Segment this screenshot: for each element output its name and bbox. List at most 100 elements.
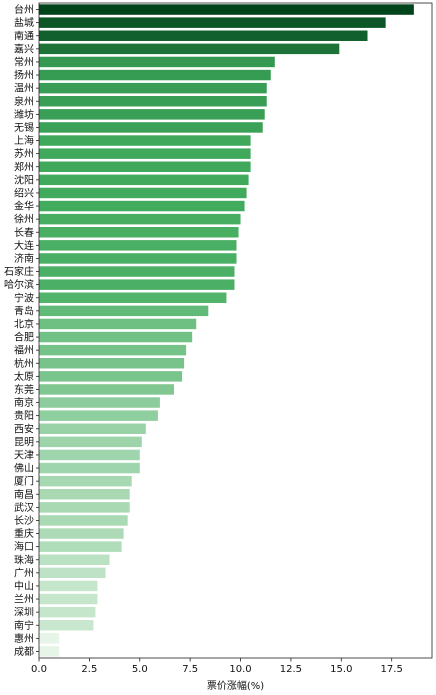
x-ticks: 0.0 2.5 5.0 7.5 10.0 12.5 15.0 17.5 — [31, 658, 403, 675]
y-tick-label: 宁波 — [14, 291, 34, 304]
bar-成都 — [39, 646, 60, 657]
bar-西安 — [39, 423, 146, 434]
bar-天津 — [39, 449, 140, 461]
y-tick-label: 青岛 — [14, 304, 34, 317]
bar-金华 — [39, 200, 245, 212]
y-tick-label: 福州 — [14, 344, 34, 357]
y-tick-label: 成都 — [14, 646, 34, 658]
y-tick-label: 厦门 — [14, 475, 34, 488]
y-tick-label: 中山 — [14, 579, 34, 592]
bar-南昌 — [39, 489, 130, 500]
bar-青岛 — [39, 305, 209, 317]
y-tick-label: 南京 — [14, 396, 34, 409]
bar-潍坊 — [39, 109, 265, 120]
y-tick-label: 深圳 — [14, 607, 34, 619]
bar-上海 — [39, 135, 251, 146]
y-tick-label: 郑州 — [14, 160, 34, 173]
bar-大连 — [39, 240, 237, 251]
bar-惠州 — [39, 633, 60, 644]
y-tick-label: 泉州 — [14, 95, 34, 108]
y-tick-label: 常州 — [14, 55, 34, 68]
y-tick-label: 台州 — [14, 3, 34, 16]
bar-沈阳 — [39, 174, 249, 186]
y-tick-label: 南宁 — [14, 619, 34, 632]
x-tick-label: 15.0 — [330, 664, 352, 675]
y-tick-label: 扬州 — [14, 69, 34, 82]
y-tick-label: 佛山 — [14, 462, 34, 475]
x-tick-label: 17.5 — [381, 664, 403, 675]
bar-海口 — [39, 541, 122, 552]
bar-珠海 — [39, 554, 110, 565]
y-tick-label: 哈尔滨 — [4, 278, 34, 291]
y-tick-label: 西安 — [14, 422, 34, 435]
bar-泉州 — [39, 96, 267, 107]
bar-苏州 — [39, 148, 251, 159]
y-tick-label: 沈阳 — [14, 173, 34, 186]
bar-杭州 — [39, 358, 185, 369]
y-tick-label: 南通 — [14, 29, 34, 42]
bar-长沙 — [39, 515, 128, 526]
bar-佛山 — [39, 462, 140, 474]
bar-绍兴 — [39, 187, 247, 199]
bar-贵阳 — [39, 410, 158, 421]
y-tick-label: 惠州 — [14, 632, 34, 645]
x-tick-label: 10.0 — [229, 664, 251, 675]
y-tick-label: 天津 — [14, 449, 34, 461]
bar-郑州 — [39, 161, 251, 172]
bar-福州 — [39, 344, 187, 356]
bar-石家庄 — [39, 266, 235, 277]
bar-济南 — [39, 253, 237, 264]
y-tick-label: 绍兴 — [14, 186, 34, 199]
y-tick-label: 兰州 — [14, 593, 34, 606]
bar-东莞 — [39, 384, 175, 395]
x-axis-label: 票价涨幅(%) — [207, 679, 264, 692]
bar-北京 — [39, 318, 197, 330]
x-tick-label: 12.5 — [280, 664, 302, 675]
bar-台州 — [39, 4, 414, 15]
bar-嘉兴 — [39, 43, 340, 55]
bar-哈尔滨 — [39, 279, 235, 290]
bars-group — [39, 4, 414, 657]
y-tick-label: 嘉兴 — [14, 42, 34, 55]
y-tick-label: 上海 — [14, 134, 34, 147]
y-tick-label: 潍坊 — [14, 108, 34, 121]
x-tick-label: 0.0 — [31, 664, 47, 675]
y-tick-label: 北京 — [14, 317, 34, 330]
bar-中山 — [39, 580, 98, 592]
bar-温州 — [39, 82, 267, 94]
bar-扬州 — [39, 69, 271, 81]
x-tick-label: 5.0 — [132, 664, 148, 675]
bar-武汉 — [39, 502, 130, 513]
y-tick-label: 苏州 — [14, 147, 34, 160]
y-tick-label: 南昌 — [14, 488, 34, 501]
bar-徐州 — [39, 213, 241, 225]
y-tick-label: 重庆 — [14, 527, 34, 540]
bar-盐城 — [39, 17, 386, 28]
y-tick-label: 温州 — [14, 83, 34, 95]
bar-合肥 — [39, 331, 193, 343]
bar-无锡 — [39, 122, 263, 133]
y-tick-label: 无锡 — [14, 121, 34, 134]
plot-frame — [38, 2, 433, 659]
bar-深圳 — [39, 606, 96, 618]
x-tick-label: 7.5 — [182, 664, 198, 675]
x-tick-label: 2.5 — [81, 664, 97, 675]
y-tick-label: 海口 — [14, 540, 34, 553]
y-tick-label: 杭州 — [14, 357, 34, 370]
y-tick-label: 广州 — [14, 567, 34, 579]
bar-宁波 — [39, 292, 227, 303]
y-tick-label: 武汉 — [14, 501, 34, 514]
bar-南通 — [39, 30, 368, 41]
y-tick-label: 珠海 — [14, 553, 34, 566]
y-tick-label: 盐城 — [14, 16, 34, 29]
bar-广州 — [39, 567, 106, 579]
y-tick-label: 长春 — [14, 227, 34, 239]
bar-南京 — [39, 397, 160, 408]
y-tick-label: 东莞 — [14, 383, 34, 396]
bar-厦门 — [39, 475, 132, 487]
bar-长春 — [39, 227, 239, 238]
y-tick-labels: 台州盐城南通嘉兴常州扬州温州泉州潍坊无锡上海苏州郑州沈阳绍兴金华徐州长春大连济南… — [4, 3, 39, 658]
bar-南宁 — [39, 620, 94, 631]
y-tick-label: 贵阳 — [14, 409, 34, 422]
